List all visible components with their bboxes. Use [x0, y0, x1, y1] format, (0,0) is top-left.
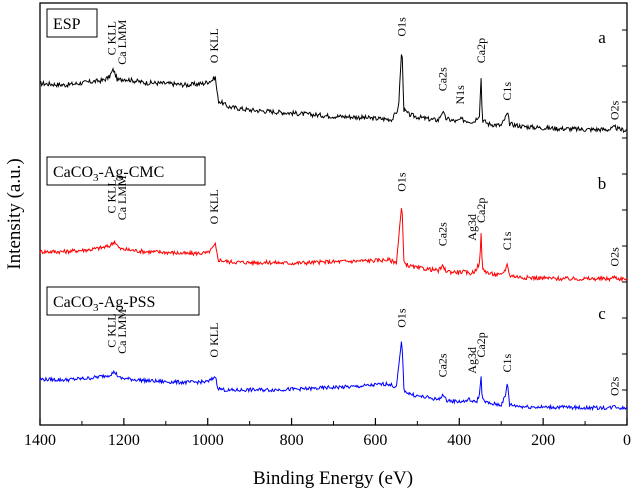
peak-label: O1s — [394, 172, 408, 192]
peak-label: C KLL — [104, 179, 118, 213]
peak-label: O KLL — [207, 323, 221, 358]
peak-label: Ag3d — [465, 214, 479, 241]
peak-label: N1s — [453, 85, 467, 105]
spectrum-line-a — [39, 54, 628, 134]
panel-label-box — [46, 8, 98, 38]
peak-label: Ca2p — [474, 332, 488, 357]
peak-label: C KLL — [104, 21, 118, 55]
peak-label: Ca2s — [436, 222, 450, 246]
panel-letter: a — [598, 28, 606, 47]
peak-label: C1s — [500, 231, 514, 250]
peak-label: Ca2s — [436, 353, 450, 377]
x-tick-label: 0 — [623, 432, 631, 449]
peak-label: O2s — [607, 247, 621, 267]
peak-label: Ca2s — [436, 67, 450, 91]
peak-label: Ca2p — [474, 198, 488, 223]
x-tick-label: 1400 — [24, 432, 56, 449]
panel-letter: c — [598, 304, 606, 323]
x-tick-label: 200 — [531, 432, 555, 449]
y-axis-label: Intensity (a.u.) — [4, 158, 25, 269]
peak-label: Ag3d — [465, 347, 479, 374]
x-ticks: 1400 1200 1000 800 600 400 200 0 — [24, 418, 631, 449]
peak-label: Ca LMM — [115, 19, 129, 64]
panel-label-box — [46, 286, 200, 316]
peak-label: O2s — [607, 100, 621, 120]
x-tick-label: 400 — [447, 432, 471, 449]
panel-label: CaCO3-Ag-PSS — [53, 294, 155, 314]
panel-label-box — [46, 156, 206, 186]
x-axis-label: Binding Energy (eV) — [253, 468, 413, 489]
peak-label: C1s — [500, 353, 514, 372]
y-minor-ticks — [622, 29, 627, 391]
peak-label: C KLL — [104, 313, 118, 347]
peak-label: Ca LMM — [115, 175, 129, 220]
peak-label: Ca LMM — [115, 309, 129, 354]
peak-label: O1s — [394, 308, 408, 328]
peak-label: O2s — [607, 376, 621, 396]
peak-label: C1s — [500, 82, 514, 101]
panel-label: ESP — [53, 16, 81, 33]
panel-label: CaCO3-Ag-CMC — [53, 164, 164, 184]
x-tick-label: 800 — [280, 432, 304, 449]
x-tick-label: 1000 — [192, 432, 224, 449]
x-tick-label: 600 — [363, 432, 387, 449]
peak-label: Ca2p — [474, 38, 488, 63]
peak-label: O KLL — [207, 28, 221, 63]
panel-letter: b — [598, 174, 607, 193]
x-tick-label: 1200 — [108, 432, 140, 449]
peak-label: O KLL — [207, 189, 221, 224]
peak-label: O1s — [394, 17, 408, 37]
spectrum-line-b — [39, 208, 628, 283]
spectrum-line-c — [39, 341, 628, 412]
